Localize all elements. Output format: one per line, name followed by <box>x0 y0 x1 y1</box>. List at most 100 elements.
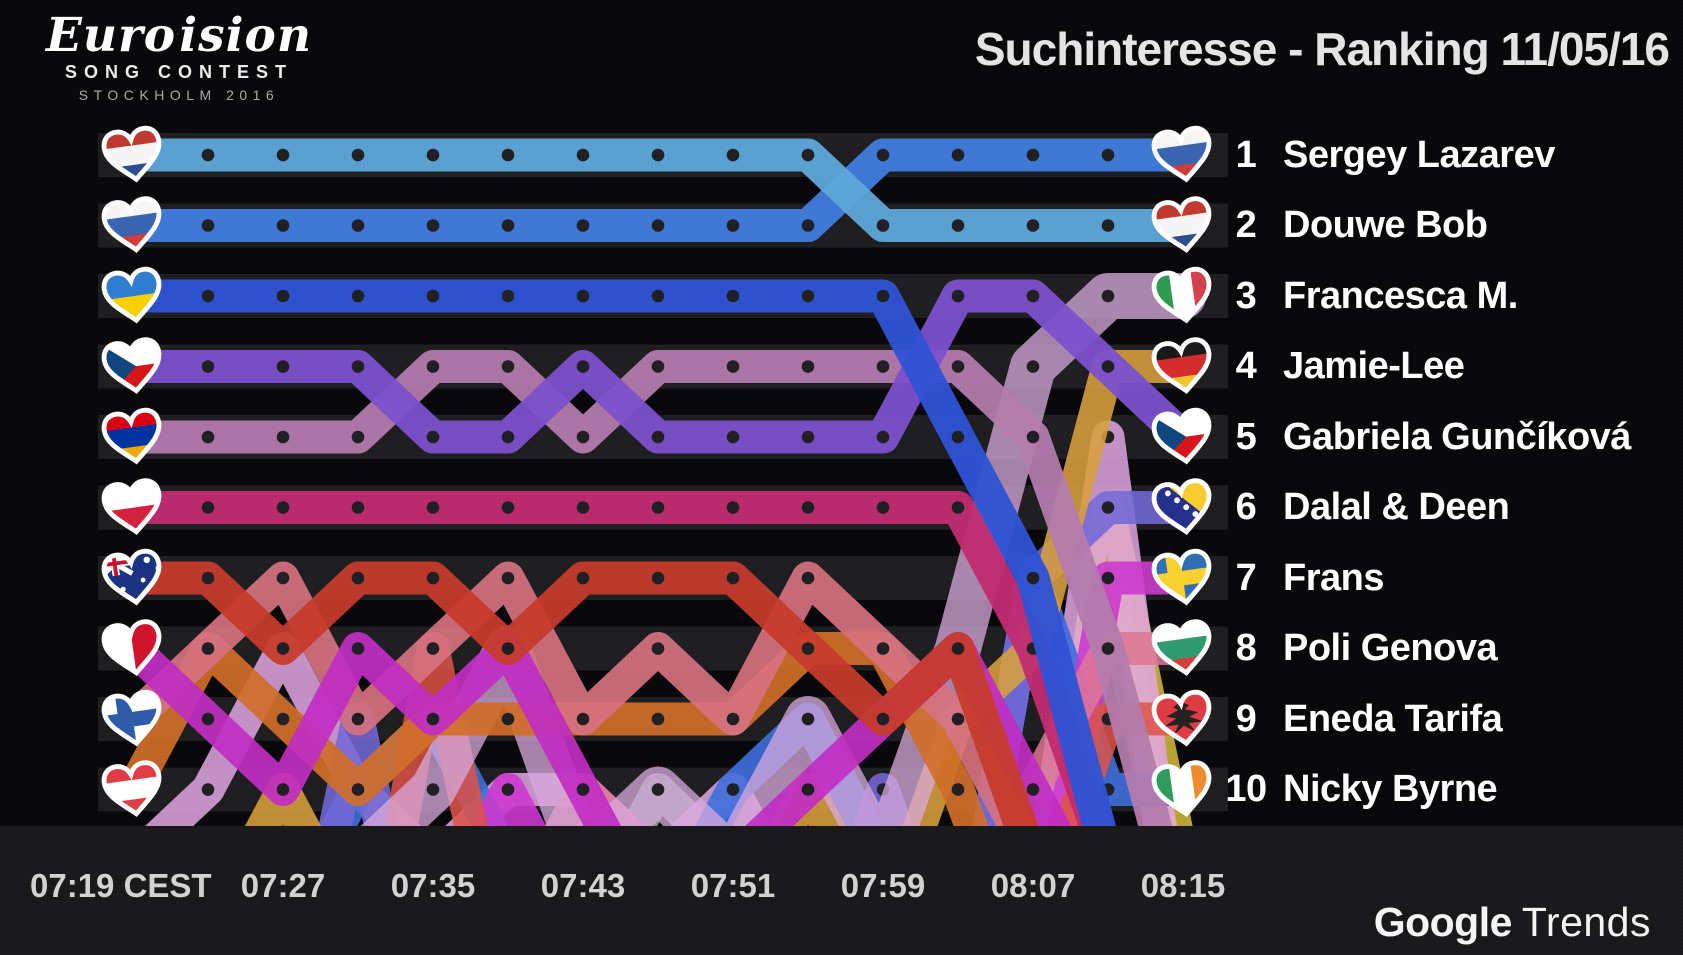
sample-dot <box>876 501 890 514</box>
sample-dot <box>501 571 515 585</box>
ranking-item: 6 Dalal & Deen <box>1221 480 1510 536</box>
sample-dot <box>1026 219 1040 232</box>
sample-dot <box>501 360 515 373</box>
sample-dot <box>576 219 590 232</box>
sample-dot <box>576 289 590 303</box>
sample-dot <box>876 148 890 162</box>
flag-heart-russia-icon <box>101 196 164 254</box>
sample-dot <box>951 783 965 796</box>
sample-dot <box>1026 430 1040 444</box>
song-contest-label: SONG CONTEST <box>64 62 293 82</box>
sample-dot <box>501 219 515 232</box>
ranking-item: 10 Nicky Byrne <box>1221 762 1497 818</box>
sample-dot <box>951 430 965 444</box>
series-line-germany <box>244 350 1200 826</box>
rank-number: 4 <box>1235 345 1257 387</box>
sample-dot <box>426 783 440 796</box>
sample-dot <box>351 712 365 726</box>
rank-number: 8 <box>1235 627 1257 669</box>
sample-dot <box>651 642 665 655</box>
axis-tick-label: 07:35 <box>390 867 476 904</box>
sample-dot <box>576 360 590 373</box>
sample-dot <box>501 501 515 514</box>
sample-dot <box>726 783 740 796</box>
sample-dot <box>351 219 365 232</box>
ranking-item: 5 Gabriela Gunčíková <box>1221 409 1632 465</box>
sample-dot <box>426 571 440 585</box>
axis-tick-label: 07:27 <box>240 867 326 904</box>
sample-dot <box>426 642 440 655</box>
sample-dot <box>801 501 815 514</box>
sample-dot <box>726 501 740 514</box>
sample-dot <box>201 501 215 514</box>
ranking-item: 9 Eneda Tarifa <box>1221 691 1503 747</box>
sample-dot <box>876 430 890 444</box>
flag-heart-sweden-icon <box>1151 548 1214 607</box>
axis-tick-label: 07:59 <box>840 867 926 904</box>
sample-dot <box>201 148 215 162</box>
sample-dot <box>1101 360 1115 373</box>
sample-dot <box>426 219 440 232</box>
artist-name: Eneda Tarifa <box>1283 697 1503 740</box>
sample-dot <box>201 642 215 655</box>
sample-dot <box>801 642 815 655</box>
brand-google: Google <box>1373 899 1513 945</box>
sample-dot <box>951 360 965 373</box>
artist-name: Dalal & Deen <box>1283 486 1510 528</box>
sample-dot <box>726 219 740 232</box>
sample-dot <box>576 783 590 796</box>
artist-name: Jamie-Lee <box>1283 345 1465 387</box>
sample-dot <box>276 642 290 655</box>
sample-dot <box>801 571 815 585</box>
rank-number: 5 <box>1235 415 1257 458</box>
sample-dot <box>351 783 365 796</box>
flag-heart-australia-icon <box>101 548 164 607</box>
sample-dot <box>726 289 740 303</box>
axis-tick-label: 07:51 <box>690 867 776 904</box>
sample-dot <box>276 712 290 726</box>
sample-dot <box>201 219 215 232</box>
sample-dot <box>276 501 290 514</box>
sample-dot <box>1101 289 1115 303</box>
sample-dot <box>726 712 740 726</box>
sample-dot <box>201 430 215 444</box>
sample-dot <box>1101 642 1115 655</box>
sample-dot <box>726 571 740 585</box>
flag-heart-bosnia-icon <box>1151 478 1214 536</box>
sample-dot <box>276 783 290 796</box>
rank-number: 9 <box>1235 697 1257 740</box>
sample-dot <box>276 148 290 162</box>
sample-dot <box>876 289 890 303</box>
ranking-item: 1 Sergey Lazarev <box>1221 127 1556 183</box>
ranking-item: 2 Douwe Bob <box>1221 198 1488 254</box>
sample-dot <box>276 289 290 303</box>
axis-tick-label: 08:07 <box>990 867 1076 904</box>
sample-dot <box>426 712 440 726</box>
sample-dot <box>651 501 665 514</box>
logo-word-post: ision <box>179 8 312 63</box>
sample-dot <box>651 360 665 373</box>
sample-dot <box>426 360 440 373</box>
axis-tick-label: 07:43 <box>540 867 626 904</box>
sample-dot <box>576 148 590 162</box>
sample-dot <box>351 571 365 585</box>
artist-name: Sergey Lazarev <box>1283 133 1555 176</box>
axis-tick-label: 08:15 <box>1140 867 1226 904</box>
eurovision-logo: Euro ision SONG CONTEST STOCKHOLM 2016 <box>46 12 312 103</box>
axis-tick-label: 07:19 CEST <box>30 867 212 904</box>
flag-heart-czech-icon <box>101 337 164 395</box>
sample-dot <box>651 783 665 796</box>
sample-dot <box>351 360 365 373</box>
google-trends-logo: Google Trends <box>1374 899 1651 946</box>
sample-dot <box>801 712 815 726</box>
sample-dot <box>801 289 815 303</box>
sample-dot <box>876 360 890 373</box>
sample-dot <box>801 430 815 444</box>
sample-dot <box>201 360 215 373</box>
sample-dot <box>1101 219 1115 232</box>
ranking-item: 4 Jamie-Lee <box>1221 339 1465 395</box>
sample-dot <box>276 430 290 444</box>
page-title: Suchinteresse - Ranking 11/05/16 <box>974 23 1670 75</box>
